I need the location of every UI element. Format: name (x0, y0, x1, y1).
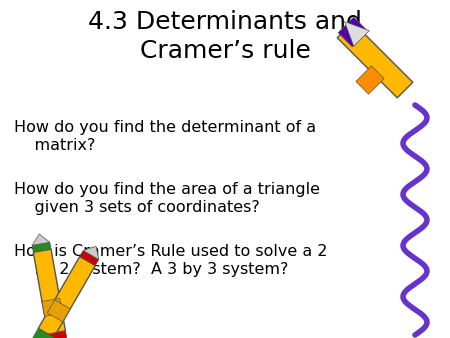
Polygon shape (47, 300, 70, 322)
Polygon shape (83, 246, 99, 260)
Polygon shape (338, 17, 368, 47)
Polygon shape (42, 298, 63, 316)
Polygon shape (33, 249, 65, 334)
Polygon shape (48, 331, 68, 338)
Text: How do you find the determinant of a
    matrix?: How do you find the determinant of a mat… (14, 120, 316, 153)
Polygon shape (38, 257, 95, 337)
Polygon shape (345, 22, 369, 46)
Polygon shape (32, 234, 50, 245)
Text: How is Cramer’s Rule used to solve a 2
    by 2 system?  A 3 by 3 system?: How is Cramer’s Rule used to solve a 2 b… (14, 244, 328, 277)
Text: How do you find the area of a triangle
    given 3 sets of coordinates?: How do you find the area of a triangle g… (14, 182, 320, 215)
Polygon shape (32, 242, 51, 252)
Text: 4.3 Determinants and
Cramer’s rule: 4.3 Determinants and Cramer’s rule (88, 10, 362, 63)
Polygon shape (31, 329, 54, 338)
Polygon shape (356, 66, 384, 94)
Polygon shape (80, 250, 99, 266)
Polygon shape (337, 22, 413, 98)
